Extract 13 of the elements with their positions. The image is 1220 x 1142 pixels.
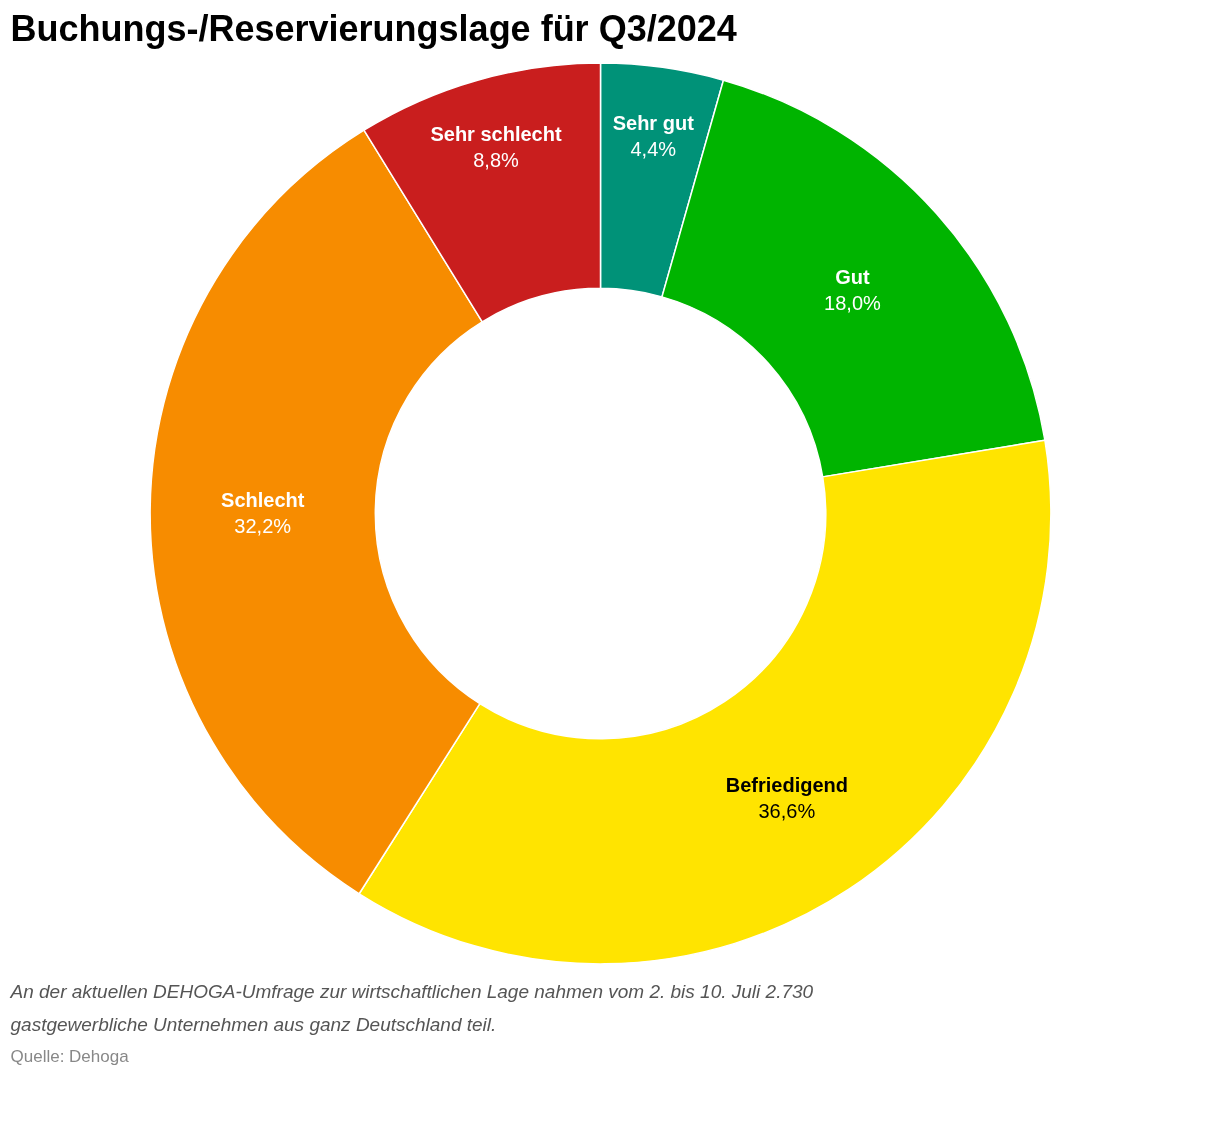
source-note: Quelle: Dehoga bbox=[10, 1046, 130, 1066]
slice-label: Gut bbox=[835, 266, 871, 289]
data-label: 32,2% bbox=[234, 515, 292, 538]
data-label: 36,6% bbox=[758, 799, 816, 822]
chart-title: Buchungs-/Reservierungslage für Q3/2024 bbox=[10, 7, 737, 49]
data-label: 8,8% bbox=[473, 148, 520, 171]
data-label: 4,4% bbox=[630, 137, 677, 160]
slice-label: Sehr gut bbox=[612, 111, 695, 134]
slice-label: Schlecht bbox=[221, 489, 305, 512]
slice-label: Befriedigend bbox=[725, 773, 848, 796]
text: An der aktuellen DEHOGA-Umfrage zur wirtschaftlichen Lage nahmen vom 2. bis 10. Juli 2.730 gastgewerbliche Unternehmen aus ganz Deutschland teil. bbox=[9, 980, 814, 1035]
data-label: 18,0% bbox=[824, 292, 882, 315]
slice-label: Sehr schlecht bbox=[430, 122, 562, 145]
